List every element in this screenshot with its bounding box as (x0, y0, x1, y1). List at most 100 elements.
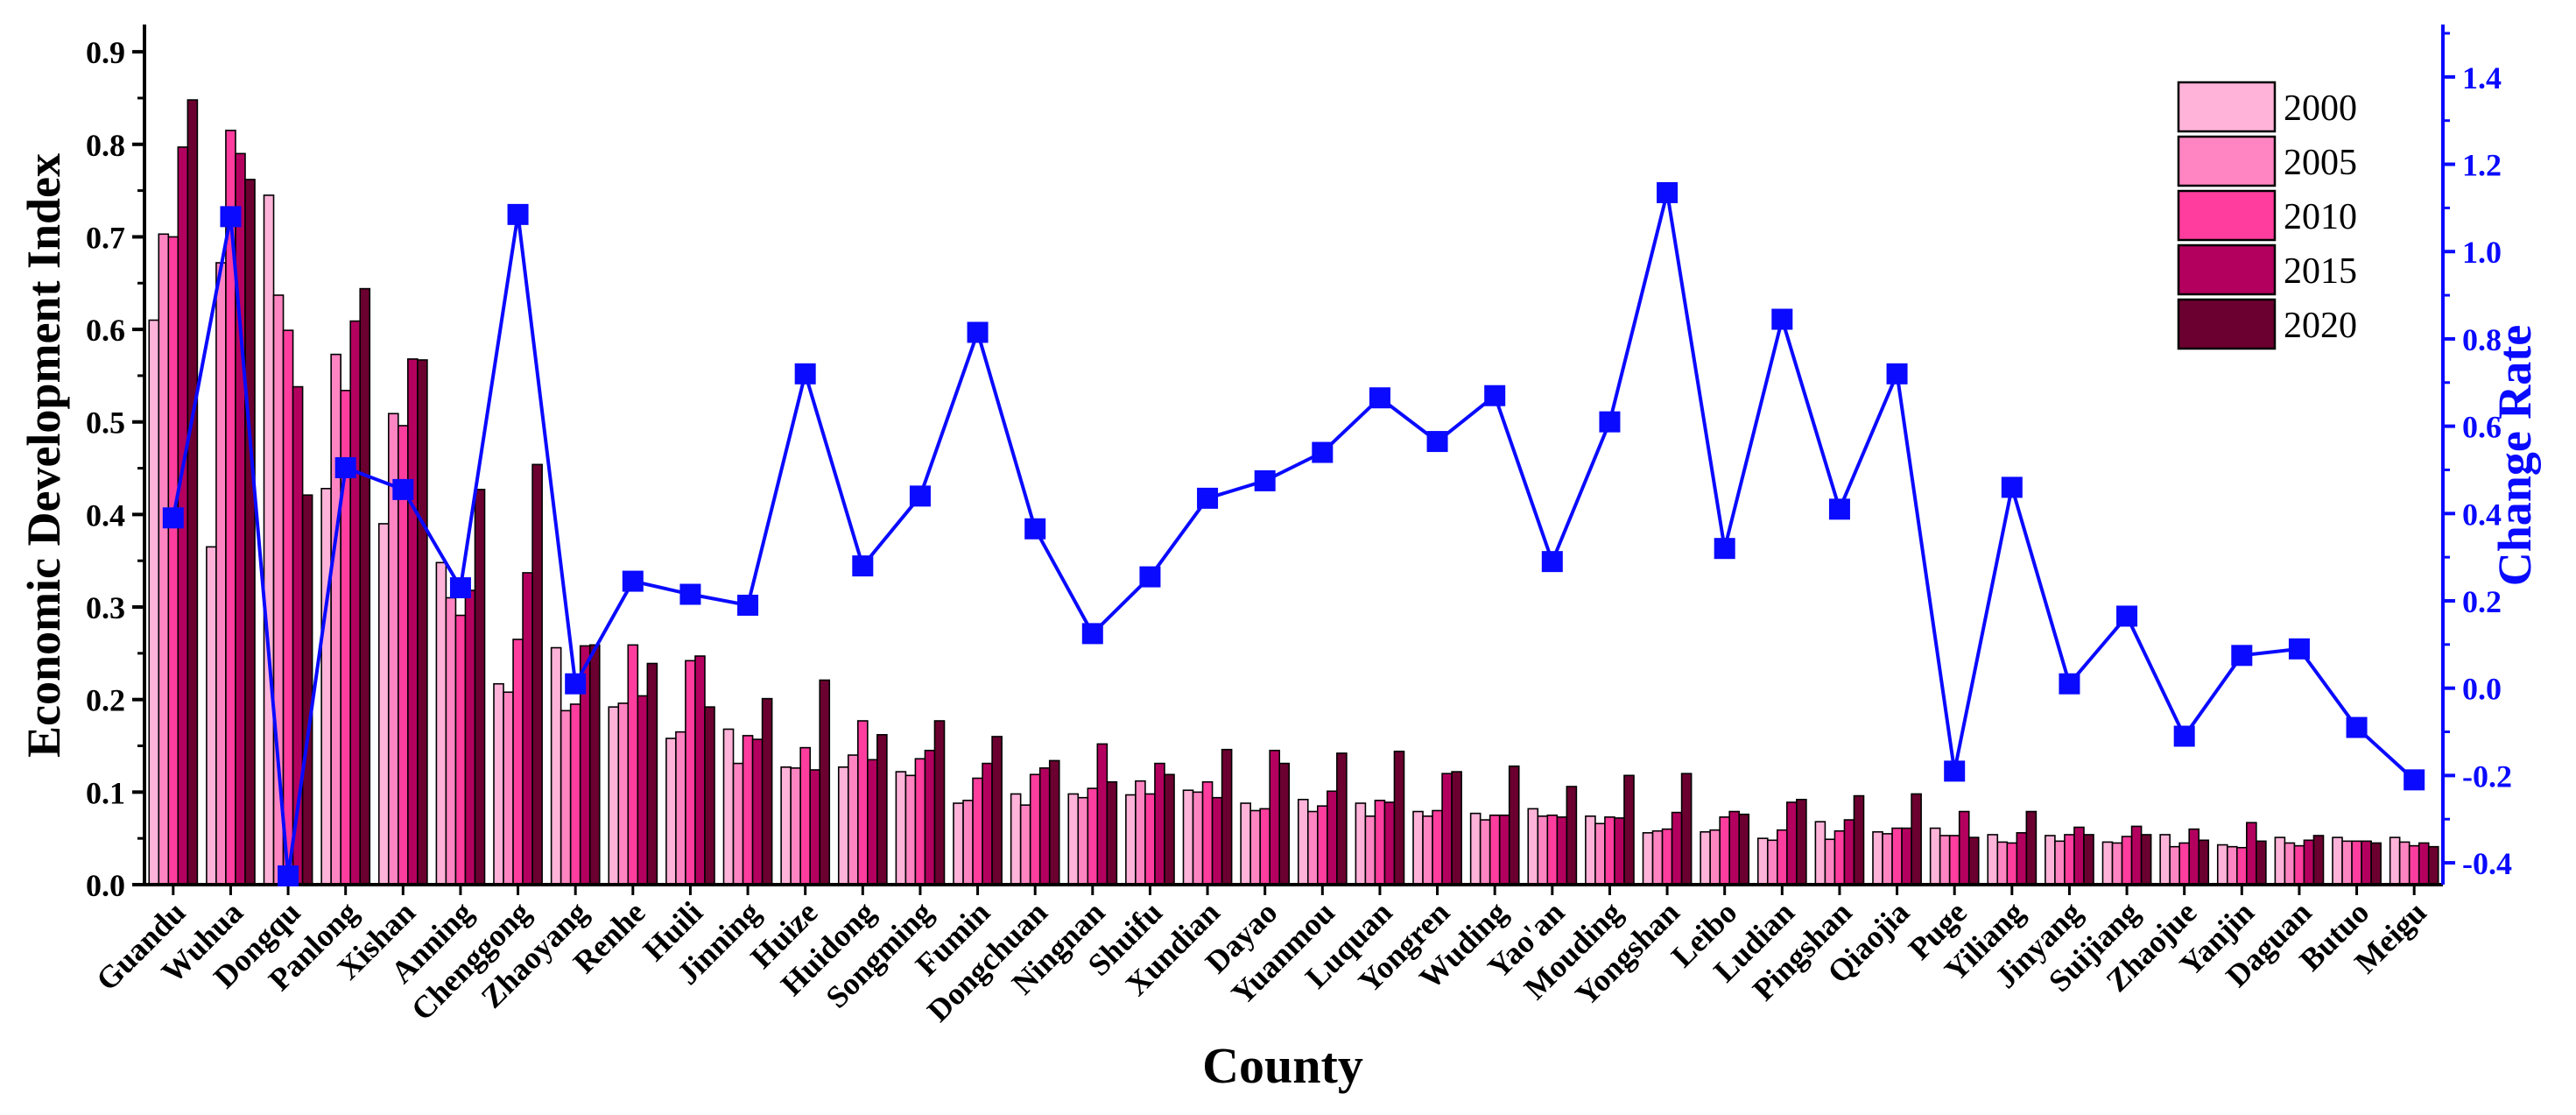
bar-2020 (1853, 794, 1865, 886)
bar-2010 (856, 720, 869, 886)
bar-2000 (1987, 834, 1999, 886)
bar-2010 (914, 758, 926, 886)
bar-2005 (1709, 829, 1721, 886)
bar-2005 (2341, 840, 2353, 886)
bar-2000 (2332, 836, 2343, 886)
bar-2020 (1738, 813, 1750, 886)
change-rate-point (162, 507, 184, 529)
y2-tick-label: 1.2 (2462, 148, 2502, 183)
bar-2020 (244, 179, 256, 886)
bar-2015 (1383, 801, 1396, 886)
bar-2015 (1441, 773, 1453, 886)
bar-2000 (837, 766, 849, 886)
y2-tick-label: 0.0 (2462, 672, 2502, 707)
change-rate-point (1657, 181, 1679, 203)
y2-tick-label: 0.6 (2462, 410, 2502, 445)
bar-2005 (445, 596, 457, 886)
bar-2015 (1843, 819, 1855, 886)
bar-2020 (2370, 842, 2382, 886)
change-rate-point (1024, 518, 1046, 540)
legend-label: 2010 (2284, 197, 2357, 237)
y2-tick-label: 0.4 (2462, 497, 2502, 532)
bar-2015 (1901, 827, 1912, 886)
bar-2015 (637, 695, 649, 886)
bar-2010 (1374, 800, 1386, 886)
bar-2000 (493, 682, 504, 886)
bar-2015 (2246, 822, 2257, 886)
bar-2000 (377, 523, 390, 886)
change-rate-line (171, 192, 2416, 877)
legend-label: 2020 (2284, 306, 2357, 346)
y2-tick-label: 0.2 (2462, 584, 2502, 619)
y-tick-label: 0.0 (86, 868, 125, 903)
bar-2010 (167, 236, 179, 886)
bar-2015 (1498, 814, 1510, 886)
change-rate-point (1541, 551, 1563, 573)
bar-2010 (627, 644, 639, 886)
legend-swatch (2177, 189, 2277, 242)
y2-tick-label: 1.4 (2462, 60, 2502, 95)
bar-2010 (1546, 814, 1559, 886)
change-rate-point (2116, 605, 2138, 627)
change-rate-layer (162, 181, 2425, 887)
bar-2000 (1182, 789, 1194, 886)
y-tick-label: 0.1 (86, 775, 125, 810)
bar-2010 (282, 329, 294, 886)
bar-2015 (464, 589, 476, 886)
bar-2015 (867, 759, 878, 886)
bar-2010 (569, 703, 581, 886)
bar-2015 (1154, 762, 1165, 886)
legend-label: 2015 (2284, 251, 2357, 292)
bar-2020 (1106, 780, 1118, 886)
bar-2015 (1958, 810, 1970, 886)
bar-2005 (215, 262, 227, 886)
bar-2015 (694, 655, 706, 886)
change-rate-point (565, 673, 587, 695)
change-rate-point (1369, 387, 1390, 409)
bar-2010 (742, 735, 754, 886)
change-rate-point (2059, 673, 2080, 695)
change-rate-point (2231, 645, 2253, 667)
change-rate-point (2173, 725, 2195, 747)
bar-2005 (1939, 835, 1951, 886)
bar-2020 (1451, 771, 1462, 886)
change-rate-point (507, 203, 529, 225)
bar-2010 (2064, 834, 2075, 886)
bar-2000 (608, 706, 620, 886)
change-rate-point (679, 583, 701, 605)
bar-2000 (2101, 841, 2114, 886)
bar-2015 (982, 762, 993, 886)
change-rate-point (622, 570, 644, 592)
bar-2015 (924, 749, 936, 886)
change-rate-point (852, 555, 874, 577)
bar-2020 (646, 662, 658, 886)
bar-2010 (2351, 840, 2362, 886)
bar-2005 (2111, 842, 2123, 886)
bar-2020 (991, 736, 1003, 886)
bar-2020 (2427, 845, 2439, 886)
change-rate-point (1081, 623, 1103, 645)
bar-2020 (417, 359, 428, 886)
legend-label: 2000 (2284, 88, 2357, 129)
change-rate-point (2001, 476, 2023, 498)
bar-2005 (1996, 841, 2009, 886)
bar-2015 (522, 572, 533, 886)
bar-2020 (1967, 836, 1980, 886)
change-rate-point (737, 594, 759, 616)
bar-2005 (2169, 845, 2180, 886)
change-rate-point (2346, 716, 2368, 738)
bar-2000 (1412, 810, 1424, 886)
bar-2015 (349, 320, 362, 886)
bar-2020 (474, 489, 486, 886)
bar-2005 (1019, 804, 1031, 886)
bar-2000 (895, 771, 907, 886)
bar-2005 (1479, 819, 1491, 886)
bar-2005 (1882, 833, 1893, 886)
bar-2000 (1756, 837, 1769, 886)
bar-2005 (503, 691, 514, 886)
bar-2000 (1469, 812, 1482, 886)
bar-2000 (780, 766, 792, 886)
y2-tick-label: 1.0 (2462, 235, 2502, 270)
bar-2015 (2418, 842, 2430, 886)
bar-2005 (158, 233, 170, 886)
